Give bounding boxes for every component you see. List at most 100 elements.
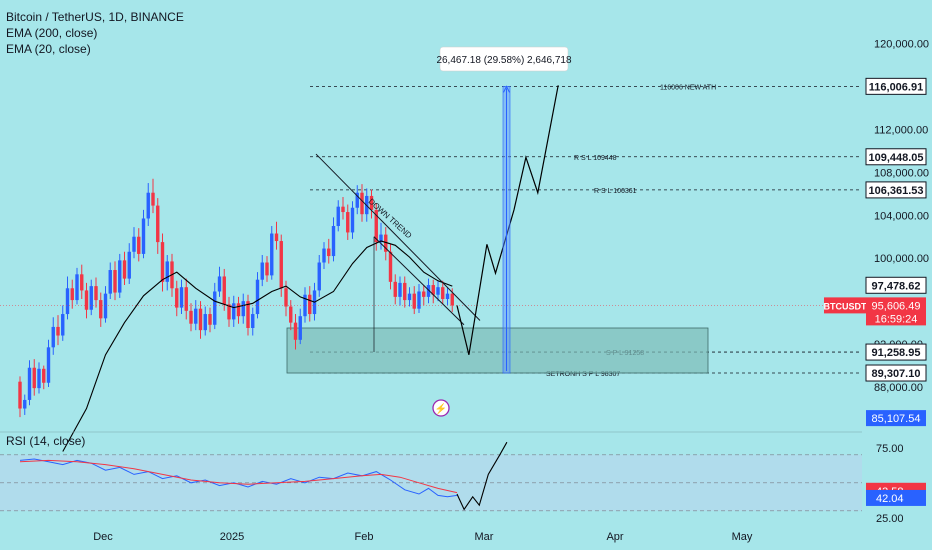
demand-zone[interactable]: [286, 327, 709, 374]
candle-body[interactable]: [151, 192, 155, 206]
candle-body[interactable]: [341, 206, 345, 213]
candle-body[interactable]: [308, 294, 312, 315]
rsi-value-box[interactable]: [866, 489, 926, 506]
candle-body[interactable]: [89, 286, 93, 310]
candle-body[interactable]: [127, 251, 131, 279]
trend-line[interactable]: [373, 236, 465, 326]
current-price-tag[interactable]: [866, 297, 926, 326]
candle-body[interactable]: [384, 234, 388, 252]
candle-body[interactable]: [232, 303, 236, 320]
trend-line[interactable]: [315, 153, 481, 321]
candle-body[interactable]: [56, 326, 60, 336]
candle-body[interactable]: [403, 282, 407, 301]
candle-body[interactable]: [360, 192, 364, 215]
candle-body[interactable]: [61, 314, 65, 336]
price-label-box[interactable]: [865, 148, 927, 166]
candle-body[interactable]: [251, 314, 255, 328]
candle-body[interactable]: [426, 285, 431, 297]
projection-path[interactable]: [456, 85, 559, 355]
candle-body[interactable]: [118, 260, 122, 293]
candle-body[interactable]: [156, 205, 160, 243]
price-label-box[interactable]: [865, 364, 927, 382]
rsi-projection[interactable]: [456, 441, 508, 511]
candle-body[interactable]: [265, 262, 269, 276]
candle-body[interactable]: [236, 303, 241, 317]
candle-body[interactable]: [270, 233, 274, 276]
candle-body[interactable]: [260, 262, 264, 280]
candle-body[interactable]: [137, 236, 141, 254]
candle-body[interactable]: [388, 251, 393, 282]
candle-body[interactable]: [165, 261, 169, 282]
price-label-box[interactable]: [866, 410, 926, 427]
candle-body[interactable]: [289, 306, 293, 323]
candle-body[interactable]: [436, 287, 440, 295]
candle-body[interactable]: [32, 367, 36, 389]
candle-body[interactable]: [198, 308, 203, 331]
candle-body[interactable]: [23, 399, 27, 409]
candle-body[interactable]: [179, 287, 184, 308]
candle-body[interactable]: [303, 294, 307, 317]
candle-body[interactable]: [417, 291, 421, 309]
candle-body[interactable]: [350, 207, 355, 233]
candle-body[interactable]: [160, 242, 165, 282]
candle-body[interactable]: [298, 316, 302, 340]
candle-body[interactable]: [355, 192, 359, 208]
candle-body[interactable]: [194, 308, 198, 324]
candle-body[interactable]: [175, 288, 179, 308]
candle-body[interactable]: [398, 282, 402, 297]
candle-body[interactable]: [42, 368, 46, 383]
symbol-tag[interactable]: [824, 297, 866, 314]
candle-body[interactable]: [441, 287, 445, 300]
candle-body[interactable]: [227, 304, 231, 320]
candle-body[interactable]: [293, 322, 298, 340]
candle-body[interactable]: [445, 293, 450, 300]
candle-body[interactable]: [99, 300, 103, 319]
candle-body[interactable]: [422, 291, 426, 297]
candle-body[interactable]: [374, 209, 378, 243]
candle-body[interactable]: [51, 326, 55, 348]
candle-body[interactable]: [27, 367, 32, 400]
candle-body[interactable]: [317, 262, 321, 291]
candle-body[interactable]: [103, 293, 108, 319]
candle-body[interactable]: [65, 288, 70, 315]
candle-body[interactable]: [274, 233, 279, 242]
candle-body[interactable]: [412, 293, 416, 309]
candle-body[interactable]: [393, 281, 397, 297]
candle-body[interactable]: [18, 381, 22, 409]
candle-body[interactable]: [222, 276, 226, 305]
candle-body[interactable]: [94, 286, 98, 301]
price-label-box[interactable]: [865, 77, 927, 95]
candle-body[interactable]: [46, 347, 51, 383]
price-label-box[interactable]: [865, 343, 927, 361]
candle-body[interactable]: [255, 279, 260, 315]
time-axis[interactable]: Dec 2025 Feb Mar Apr May: [93, 531, 753, 543]
candle-body[interactable]: [37, 368, 41, 389]
candle-body[interactable]: [213, 291, 217, 325]
candle-body[interactable]: [203, 314, 207, 331]
candle-body[interactable]: [84, 290, 89, 310]
candle-body[interactable]: [122, 260, 127, 279]
candle-body[interactable]: [208, 314, 212, 325]
candle-body[interactable]: [132, 236, 136, 252]
candle-body[interactable]: [331, 226, 336, 257]
price-label-box[interactable]: [865, 181, 927, 199]
rsi-legend[interactable]: RSI (14, close): [6, 434, 86, 448]
candle-body[interactable]: [189, 310, 193, 324]
ema200-legend[interactable]: EMA (200, close): [6, 26, 98, 40]
candle-body[interactable]: [379, 234, 383, 243]
candle-body[interactable]: [431, 285, 435, 295]
candle-body[interactable]: [217, 276, 222, 292]
candle-body[interactable]: [369, 195, 374, 210]
candle-body[interactable]: [75, 274, 79, 301]
candle-body[interactable]: [241, 301, 245, 317]
candle-body[interactable]: [279, 241, 283, 289]
candle-body[interactable]: [407, 293, 412, 301]
ema20-legend[interactable]: EMA (20, close): [6, 42, 91, 56]
price-axis[interactable]: 120,000.00 112,000.00 108,000.00 104,000.00…: [824, 38, 930, 427]
candle-body[interactable]: [108, 270, 112, 294]
candle-body[interactable]: [113, 270, 117, 293]
candle-body[interactable]: [141, 218, 146, 254]
candle-body[interactable]: [346, 212, 350, 233]
